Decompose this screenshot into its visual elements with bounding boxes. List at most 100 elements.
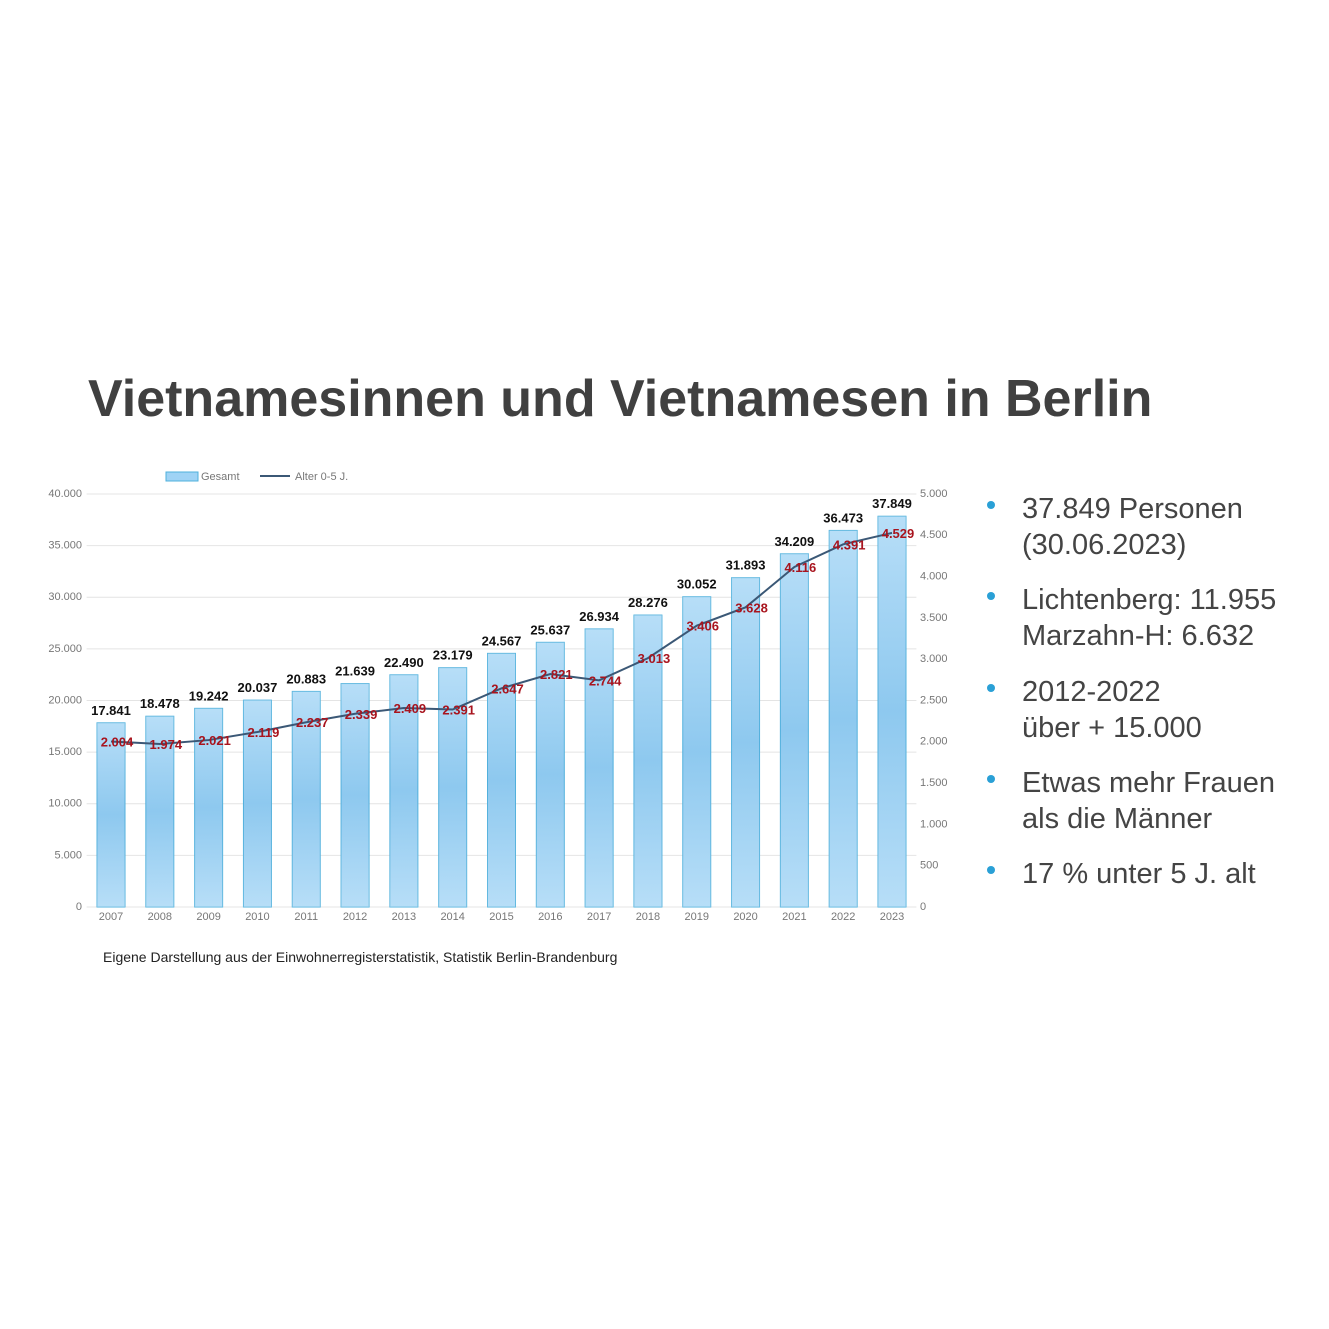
line-value-label: 2.821 (540, 667, 573, 682)
bullet-text: 2012-2022 (1022, 676, 1161, 708)
bar-value-label: 30.052 (677, 577, 717, 592)
line-value-label: 3.628 (735, 600, 768, 615)
bar-value-label: 36.473 (823, 510, 863, 525)
bar-shade (389, 674, 418, 907)
bar-shade (633, 615, 662, 907)
line-value-label: 3.013 (638, 651, 671, 666)
line-value-label: 2.647 (491, 681, 524, 696)
bullet-dot (987, 775, 995, 783)
source-note: Eigene Darstellung aus der Einwohnerregi… (103, 949, 617, 965)
y2-tick-label: 1.500 (920, 777, 948, 789)
y2-tick-label: 2.000 (920, 736, 948, 748)
bar-value-label: 31.893 (726, 558, 766, 573)
line-value-label: 2.021 (198, 733, 231, 748)
x-tick-label: 2008 (148, 911, 172, 923)
bar-value-label: 37.849 (872, 496, 912, 511)
line-value-label: 2.004 (101, 734, 134, 749)
bar-shade (536, 642, 565, 907)
line-value-label: 4.529 (882, 526, 915, 541)
bar-shade (682, 596, 711, 907)
bar-value-label: 23.179 (433, 648, 473, 663)
bar-value-label: 25.637 (530, 622, 570, 637)
y-tick-label: 40.000 (48, 488, 82, 500)
y-tick-label: 5.000 (54, 849, 82, 861)
y2-tick-label: 0 (920, 901, 926, 913)
bar-shade (585, 628, 614, 907)
line-value-label: 4.391 (833, 537, 866, 552)
y2-tick-label: 4.000 (920, 571, 948, 583)
bullet-text: Etwas mehr Frauen (1022, 767, 1275, 799)
bullet-dot (987, 866, 995, 874)
bullet-dot (987, 592, 995, 600)
bar-value-label: 34.209 (774, 534, 814, 549)
line-value-label: 3.406 (686, 619, 719, 634)
bullet-text: als die Männer (1022, 803, 1213, 835)
bar-shade (487, 653, 516, 907)
bar-value-label: 24.567 (482, 633, 522, 648)
bar-shade (731, 577, 760, 907)
bar-value-label: 20.037 (238, 680, 278, 695)
y-tick-label: 10.000 (48, 798, 82, 810)
x-tick-label: 2018 (636, 911, 660, 923)
line-value-label: 2.339 (345, 707, 378, 722)
bullet-text: 17 % unter 5 J. alt (1022, 858, 1256, 890)
line-value-label: 2.391 (442, 703, 475, 718)
bar-shade (829, 530, 858, 907)
x-tick-label: 2021 (782, 911, 806, 923)
x-tick-label: 2012 (343, 911, 367, 923)
x-tick-label: 2007 (99, 911, 123, 923)
bar-value-label: 18.478 (140, 696, 180, 711)
y2-tick-label: 500 (920, 860, 938, 872)
y-tick-label: 30.000 (48, 591, 82, 603)
x-tick-label: 2009 (196, 911, 220, 923)
bar-value-label: 20.883 (286, 671, 326, 686)
x-tick-label: 2023 (880, 911, 904, 923)
line-value-label: 2.744 (589, 673, 622, 688)
line-value-label: 4.116 (784, 560, 816, 575)
slide-title: Vietnamesinnen und Vietnamesen in Berlin (88, 370, 1152, 428)
x-tick-label: 2011 (294, 911, 318, 923)
y2-tick-label: 5.000 (920, 488, 948, 500)
bar-value-label: 22.490 (384, 655, 424, 670)
bullet-text: über + 15.000 (1022, 712, 1202, 744)
bar-value-label: 21.639 (335, 664, 375, 679)
x-tick-label: 2015 (489, 911, 513, 923)
y-tick-label: 0 (76, 901, 82, 913)
bar-value-label: 28.276 (628, 595, 668, 610)
bar-value-label: 26.934 (579, 609, 620, 624)
bullet-text: (30.06.2023) (1022, 529, 1186, 561)
y2-tick-label: 3.500 (920, 612, 948, 624)
line-series (110, 531, 893, 745)
bar-value-label: 17.841 (91, 703, 131, 718)
y2-tick-label: 2.500 (920, 694, 948, 706)
bar-value-label: 19.242 (189, 688, 229, 703)
legend-label: Alter 0-5 J. (295, 471, 348, 483)
x-tick-label: 2019 (685, 911, 709, 923)
y-tick-label: 25.000 (48, 643, 82, 655)
bullet-text: 37.849 Personen (1022, 493, 1243, 525)
bar-shade (341, 683, 370, 907)
x-tick-label: 2017 (587, 911, 611, 923)
line-value-label: 2.409 (394, 701, 427, 716)
bar-shade (438, 667, 467, 907)
line-value-label: 2.119 (248, 725, 280, 740)
bar-shade (292, 691, 321, 907)
x-tick-label: 2013 (392, 911, 416, 923)
x-tick-label: 2010 (245, 911, 269, 923)
y2-tick-label: 3.000 (920, 653, 948, 665)
bullet-text: Lichtenberg: 11.955 (1022, 584, 1276, 616)
bar-shade (243, 700, 272, 907)
bar-shade (780, 553, 809, 907)
bullet-dot (987, 501, 995, 509)
line-value-label: 1.974 (150, 737, 183, 752)
bullet-text: Marzahn-H: 6.632 (1022, 620, 1254, 652)
x-tick-label: 2022 (831, 911, 855, 923)
legend-label: Gesamt (201, 471, 240, 483)
bar-shade (97, 722, 126, 907)
legend-swatch (165, 471, 199, 482)
y2-tick-label: 1.000 (920, 818, 948, 830)
y-tick-label: 15.000 (48, 746, 82, 758)
y2-tick-label: 4.500 (920, 529, 948, 541)
